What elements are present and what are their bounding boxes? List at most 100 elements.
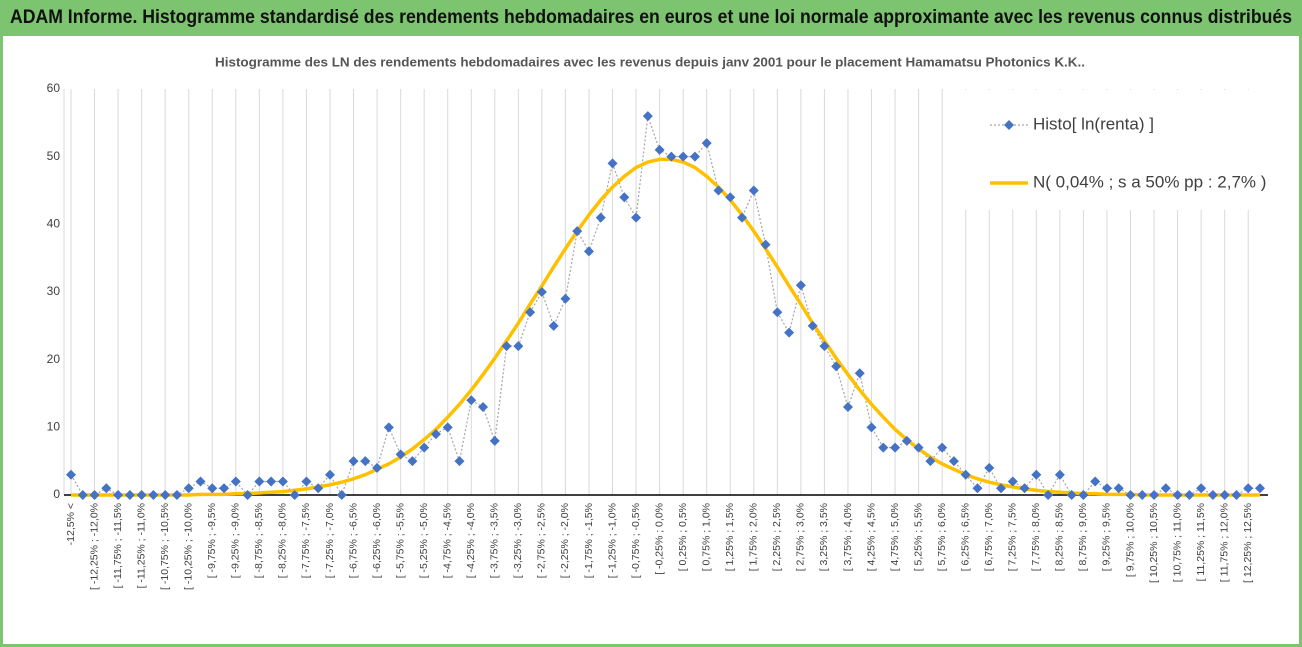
histogram-point [1113, 483, 1124, 494]
histogram-point [583, 246, 594, 257]
x-tick-label: [ -2,75% ; -2,5% [536, 503, 548, 578]
x-tick-label: [ 1,75% ; 2,0% [748, 503, 760, 571]
histogram-point [642, 111, 653, 122]
histogram-point [654, 144, 665, 155]
x-tick-label: [ 5,25% ; 5,5% [912, 503, 924, 571]
histogram-point [1207, 490, 1218, 500]
histogram-point [595, 212, 606, 223]
histogram-point [124, 490, 135, 500]
x-tick-label: [ 6,75% ; 7,0% [983, 503, 995, 571]
x-tick-label: [ -6,75% ; -6,5% [347, 503, 359, 578]
histogram-point [748, 185, 759, 196]
x-tick-label: [ 7,25% ; 7,5% [1007, 503, 1019, 571]
x-tick-label: [ 9,25% ; 9,5% [1101, 503, 1113, 571]
histogram-point [430, 429, 441, 440]
x-tick-label: [ 2,25% ; 2,5% [771, 503, 783, 571]
x-tick-label: [ 5,75% ; 6,0% [936, 503, 948, 571]
x-tick-label: [ 8,25% ; 8,5% [1054, 503, 1066, 571]
histogram-point [819, 341, 830, 352]
histogram-point [925, 456, 936, 467]
histogram-point [136, 490, 147, 500]
histogram-point [207, 483, 218, 494]
histogram-point [489, 435, 500, 446]
x-tick-label: [ 0,25% ; 0,5% [677, 503, 689, 571]
histogram-point [1125, 490, 1136, 500]
x-tick-label: [ -4,75% ; -4,5% [441, 503, 453, 578]
histogram-point [901, 435, 912, 446]
histogram-point [1054, 469, 1065, 480]
x-tick-label: [ -2,25% ; -2,0% [559, 503, 571, 578]
histogram-point [678, 151, 689, 162]
x-tick-label: [ 12,25% ; 12,5% [1242, 503, 1254, 583]
histogram-point [737, 212, 748, 223]
histogram-point [607, 158, 618, 169]
histogram-point [195, 476, 206, 487]
x-tick-label: [ -11,75% ; -11,5% [112, 503, 124, 588]
histogram-point [1184, 490, 1195, 500]
histogram-point [277, 476, 288, 487]
histogram-point [89, 490, 100, 500]
histogram-point [937, 442, 948, 453]
histogram-point [1160, 483, 1171, 494]
histogram-point [972, 483, 983, 494]
histogram-point [913, 442, 924, 453]
histogram-point [1255, 483, 1265, 494]
histogram-point [878, 442, 889, 453]
x-tick-label: [ -0,75% ; -0,5% [630, 503, 642, 578]
histogram-point [324, 469, 335, 480]
y-tick-label: 40 [47, 217, 61, 231]
histogram-point [266, 476, 277, 487]
histogram-point [348, 456, 359, 467]
x-tick-label: [ -0,25% ; 0,0% [653, 503, 665, 575]
histogram-point [242, 490, 253, 500]
histogram-point [1231, 490, 1242, 500]
histogram-point [1243, 483, 1254, 494]
histogram-point [454, 456, 465, 467]
histogram-point [1196, 483, 1207, 494]
histogram-point [148, 490, 159, 500]
histogram-point [890, 442, 901, 453]
histogram-point [713, 185, 724, 196]
x-tick-label: [ -1,75% ; -1,5% [583, 503, 595, 578]
histogram-point [784, 327, 795, 338]
histogram-point [525, 307, 536, 318]
histogram-point [631, 212, 642, 223]
histogram-point [442, 422, 453, 433]
histogram-point [831, 361, 842, 372]
histogram-point [960, 469, 971, 480]
x-tick-label: [ 6,25% ; 6,5% [959, 503, 971, 571]
x-tick-label: [ 4,25% ; 4,5% [865, 503, 877, 571]
histogram-point [807, 320, 818, 331]
x-tick-label: [ -7,25% ; -7,0% [324, 503, 336, 578]
histogram-point [1149, 490, 1160, 500]
histogram-point [1101, 483, 1112, 494]
histogram-point [689, 151, 700, 162]
x-tick-label: [ 4,75% ; 5,0% [889, 503, 901, 571]
histogram-point [160, 490, 171, 500]
y-tick-label: 50 [47, 149, 61, 163]
histogram-point [866, 422, 877, 433]
histogram-point [666, 151, 677, 162]
histogram-point [1078, 490, 1089, 500]
histogram-point [842, 402, 853, 413]
histogram-point [219, 483, 230, 494]
histogram-point [854, 368, 865, 379]
x-tick-label: [ -11,25% ; -11,0% [135, 503, 147, 588]
histogram-point [1219, 490, 1230, 500]
histogram-point [760, 239, 771, 250]
x-tick-label: -12,5% < [65, 503, 77, 545]
histogram-point [772, 307, 783, 318]
x-tick-label: [ 3,25% ; 3,5% [818, 503, 830, 571]
histogram-point [996, 483, 1007, 494]
histogram-point [536, 287, 547, 297]
x-tick-label: [ 10,25% ; 10,5% [1148, 503, 1160, 583]
histogram-point [101, 483, 112, 494]
histogram-point [289, 490, 300, 500]
y-tick-label: 20 [47, 352, 61, 366]
histogram-point [513, 341, 524, 352]
x-tick-label: [ 1,25% ; 1,5% [724, 503, 736, 571]
histogram-point [619, 192, 630, 203]
x-tick-label: [ 0,75% ; 1,0% [700, 503, 712, 571]
histogram-point [725, 192, 736, 203]
